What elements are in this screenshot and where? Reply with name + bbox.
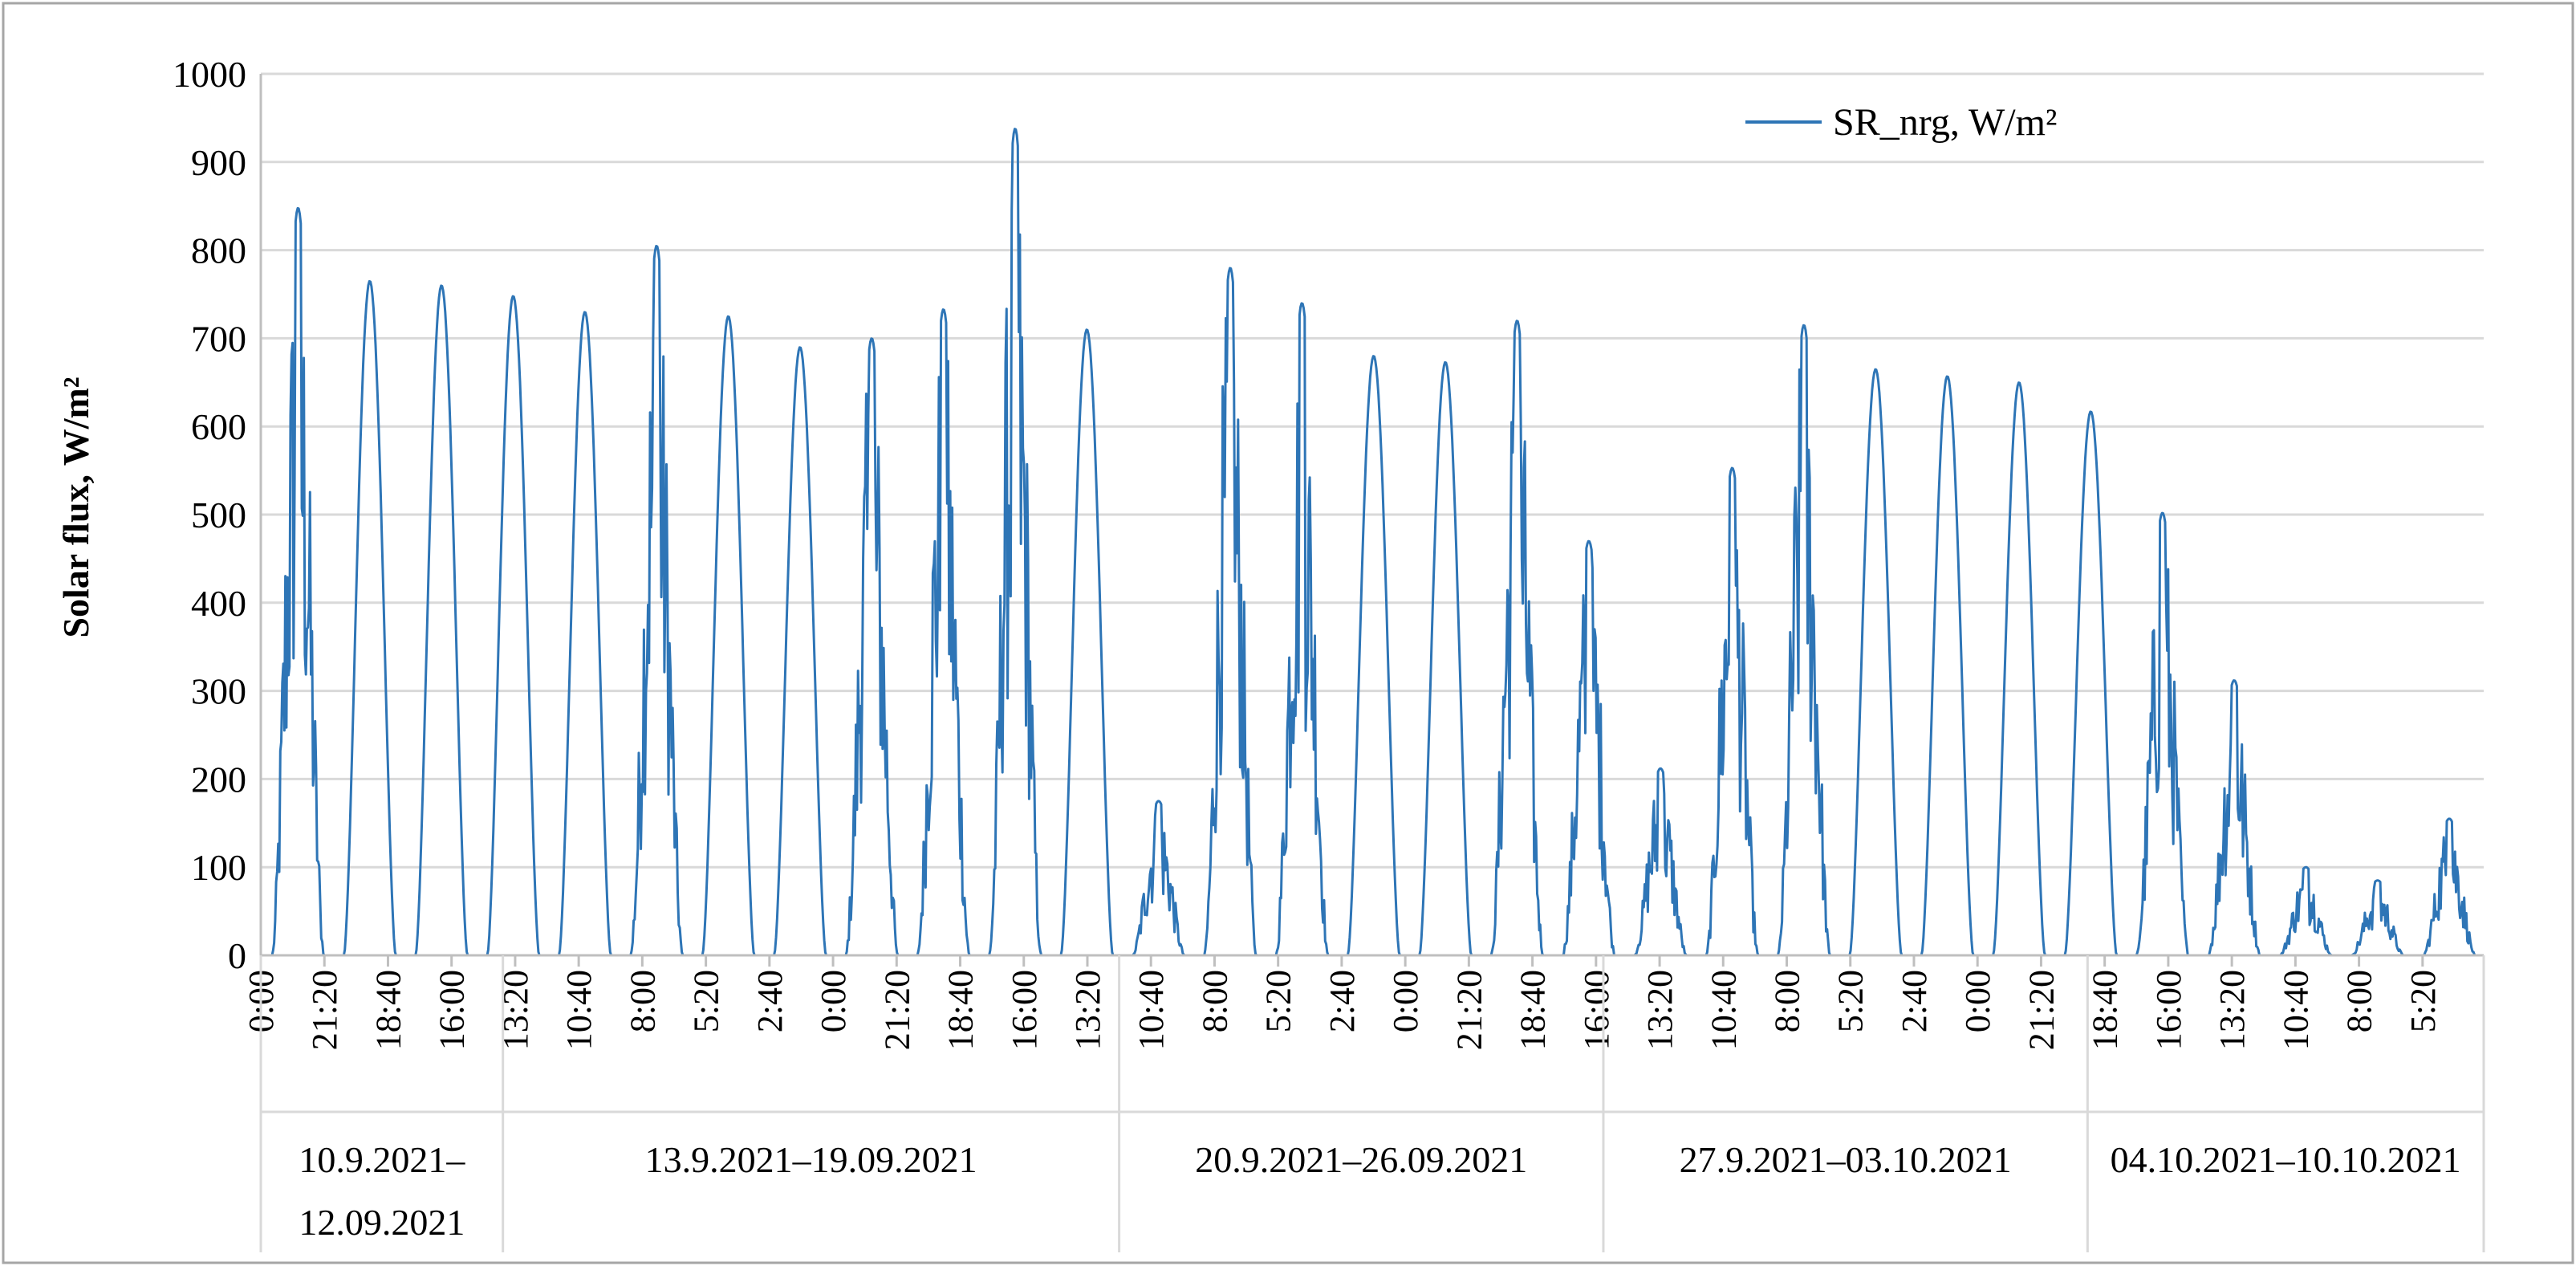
x-tick-label: 13:20 [2212,970,2252,1050]
x-tick-label: 21:20 [1449,970,1489,1050]
x-tick-label: 16:00 [1005,970,1044,1050]
x-tick-label: 5:20 [1259,970,1298,1032]
series-layer [260,128,2485,957]
y-tick-label-1000: 1000 [173,54,246,95]
x-tick-label: 21:20 [305,970,344,1050]
series-line-sr-nrg [260,128,2485,957]
y-tick-label-500: 500 [191,495,246,535]
y-axis-label: Solar flux, W/m² [55,377,96,637]
axis-layer: 0 100 200 300 400 500 600 700 800 900 1000 0:00 21:2… [173,54,2485,1252]
x-tick-label: 8:00 [1768,970,1807,1032]
x-tick-label: 2:40 [1323,970,1362,1032]
x-tick-label: 18:40 [941,970,981,1050]
x-tick-label: 16:00 [2149,970,2188,1050]
x-tick-label: 10:40 [1704,970,1743,1050]
y-tick-label-100: 100 [191,847,246,888]
x-tick-label: 18:40 [368,970,408,1050]
x-tick-label: 10:40 [2276,970,2315,1050]
x-tick-label: 10:40 [559,970,599,1050]
x-tick-label: 8:00 [1195,970,1234,1032]
y-tick-label-0: 0 [228,935,246,976]
group-label: 12.09.2021 [299,1202,465,1243]
x-tick-label: 18:40 [1514,970,1553,1050]
y-tick-label-900: 900 [191,142,246,183]
x-tick-label: 5:20 [2403,970,2443,1032]
x-tick-label: 18:40 [2086,970,2125,1050]
x-tick-label: 16:00 [433,970,472,1050]
group-label: 20.9.2021–26.09.2021 [1195,1139,1527,1180]
x-tick-label: 16:00 [1577,970,1616,1050]
x-tick-label: 10:40 [1132,970,1171,1050]
legend-entry-sr-nrg: SR_nrg, W/m² [1833,101,2057,144]
grid-layer [261,72,2484,957]
y-tick-label-200: 200 [191,759,246,800]
y-tick-label-700: 700 [191,318,246,359]
x-tick-label: 8:00 [623,970,662,1032]
y-tick-label-800: 800 [191,230,246,271]
x-tick-label: 13:20 [1068,970,1107,1050]
x-tick-label: 0:00 [1958,970,1997,1032]
legend: SR_nrg, W/m² [1745,101,2057,144]
y-tick-label-300: 300 [191,671,246,712]
x-tick-label: 2:40 [750,970,790,1032]
x-tick-label: 21:20 [877,970,916,1050]
x-tick-label: 13:20 [1640,970,1680,1050]
x-tick-label: 8:00 [2340,970,2379,1032]
x-tick-label: 0:00 [1386,970,1425,1032]
x-tick-label: 5:20 [1831,970,1871,1032]
x-tick-label: 0:00 [814,970,853,1032]
group-label: 13.9.2021–19.09.2021 [645,1139,977,1180]
group-label: 27.9.2021–03.10.2021 [1680,1139,2012,1180]
x-tick-label: 21:20 [2021,970,2061,1050]
y-tick-label-600: 600 [191,406,246,447]
group-label: 10.9.2021– [299,1139,465,1180]
y-tick-label-400: 400 [191,583,246,624]
group-label: 04.10.2021–10.10.2021 [2111,1139,2461,1180]
x-tick-label: 2:40 [1895,970,1934,1032]
x-tick-label: 5:20 [687,970,726,1032]
